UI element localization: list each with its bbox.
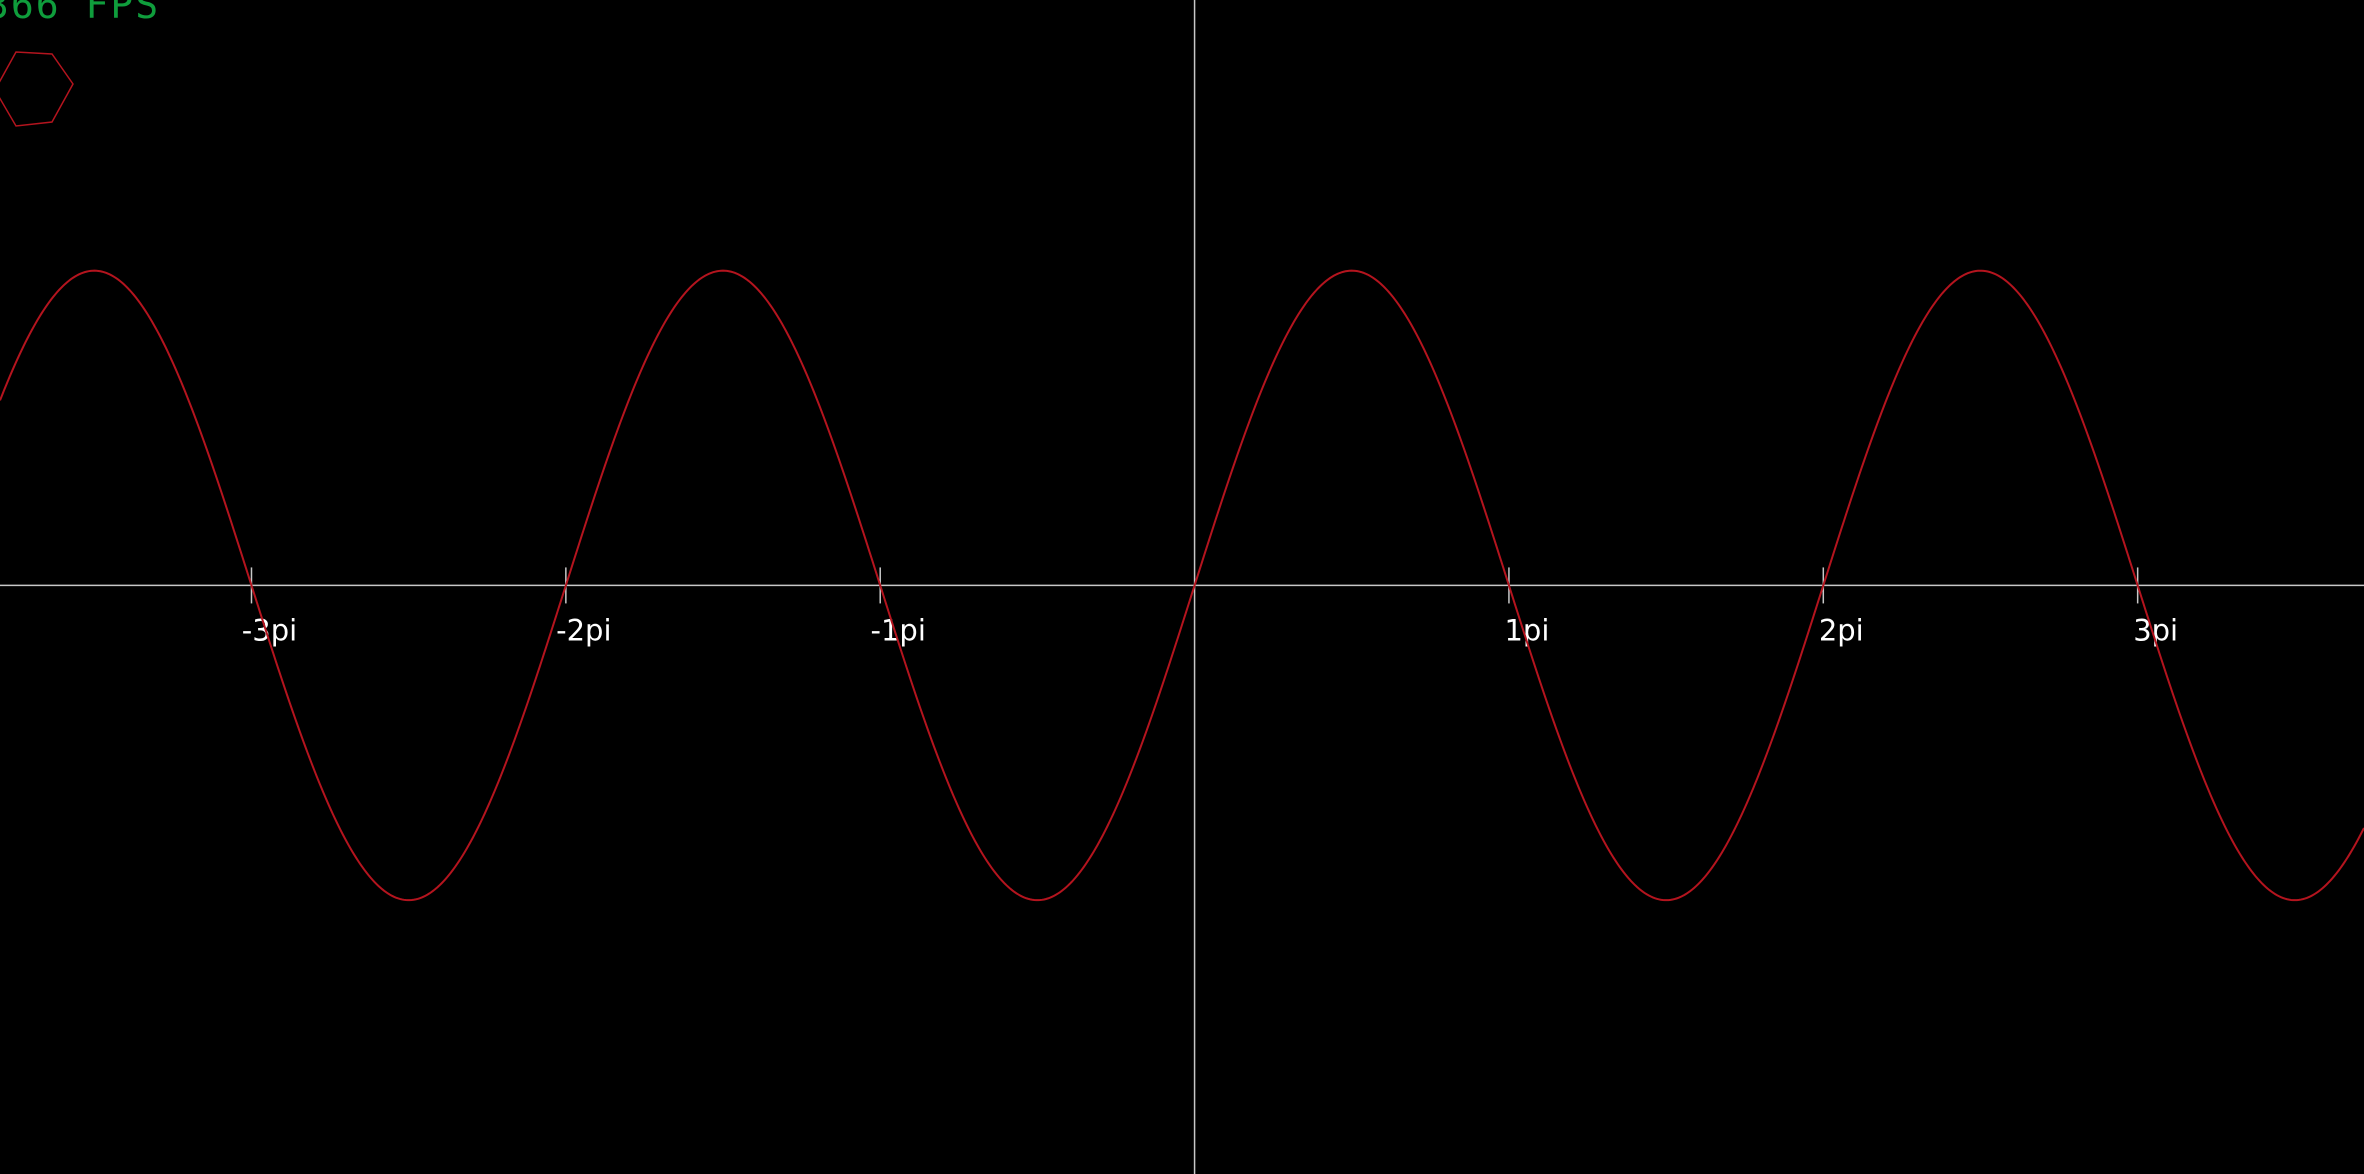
x-tick-label: -2pi [556, 613, 611, 647]
x-axis-ticks: -3pi -2pi -1pi 1pi 2pi 3pi [242, 567, 2178, 647]
hexagon-icon [0, 51, 74, 127]
x-tick-label: 2pi [1819, 613, 1864, 647]
sine-curve [0, 269, 2364, 902]
fps-counter: 366 FPS [0, 0, 161, 27]
